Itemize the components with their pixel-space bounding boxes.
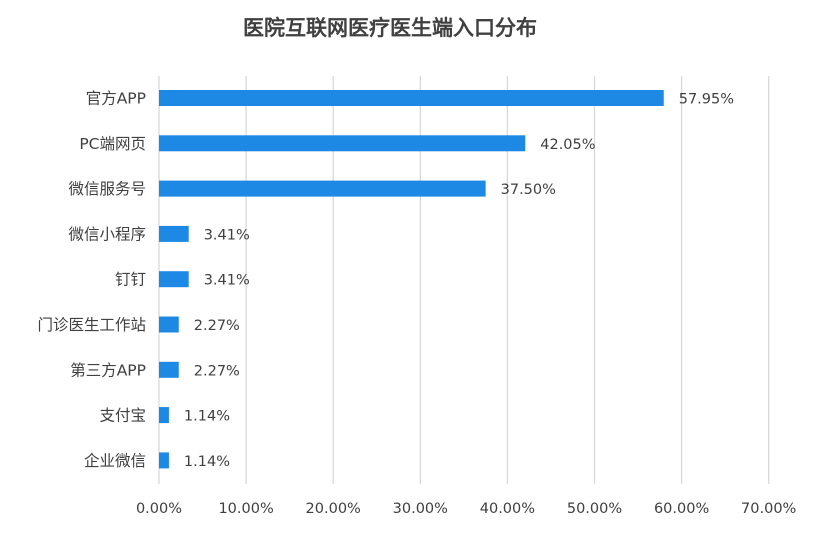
bar bbox=[159, 316, 179, 333]
bar bbox=[159, 135, 526, 152]
x-tick-label: 10.00% bbox=[218, 501, 273, 517]
category-label: 门诊医生工作站 bbox=[37, 316, 146, 334]
category-label: 微信小程序 bbox=[68, 225, 146, 243]
bar bbox=[159, 361, 179, 378]
category-label: 企业微信 bbox=[84, 452, 146, 470]
data-label: 2.27% bbox=[194, 318, 240, 334]
x-tick-label: 30.00% bbox=[393, 501, 448, 517]
x-tick-label: 60.00% bbox=[654, 501, 709, 517]
bar bbox=[159, 90, 664, 106]
x-tick-label: 70.00% bbox=[741, 501, 796, 517]
data-label: 3.41% bbox=[204, 273, 250, 289]
category-label: 微信服务号 bbox=[68, 180, 146, 198]
category-label: 官方APP bbox=[86, 90, 146, 108]
data-label: 37.50% bbox=[501, 182, 556, 198]
data-label: 2.27% bbox=[194, 363, 240, 379]
category-label: PC端网页 bbox=[79, 135, 146, 153]
category-label: 钉钉 bbox=[115, 271, 146, 289]
x-tick-label: 40.00% bbox=[480, 501, 535, 517]
category-label: 支付宝 bbox=[99, 407, 146, 425]
data-label: 3.41% bbox=[204, 227, 250, 243]
bar bbox=[159, 180, 486, 197]
data-label: 1.14% bbox=[184, 409, 230, 425]
data-label: 42.05% bbox=[540, 137, 595, 153]
chart-title: 医院互联网医疗医生端入口分布 bbox=[243, 16, 537, 40]
category-label: 第三方APP bbox=[70, 361, 146, 379]
data-label: 1.14% bbox=[184, 454, 230, 470]
bar bbox=[159, 225, 189, 242]
x-tick-label: 50.00% bbox=[567, 501, 622, 517]
data-label: 57.95% bbox=[679, 92, 734, 108]
bar bbox=[159, 452, 169, 469]
bar bbox=[159, 407, 169, 424]
bar bbox=[159, 271, 189, 288]
x-tick-label: 20.00% bbox=[306, 501, 361, 517]
x-tick-label: 0.00% bbox=[136, 501, 182, 517]
